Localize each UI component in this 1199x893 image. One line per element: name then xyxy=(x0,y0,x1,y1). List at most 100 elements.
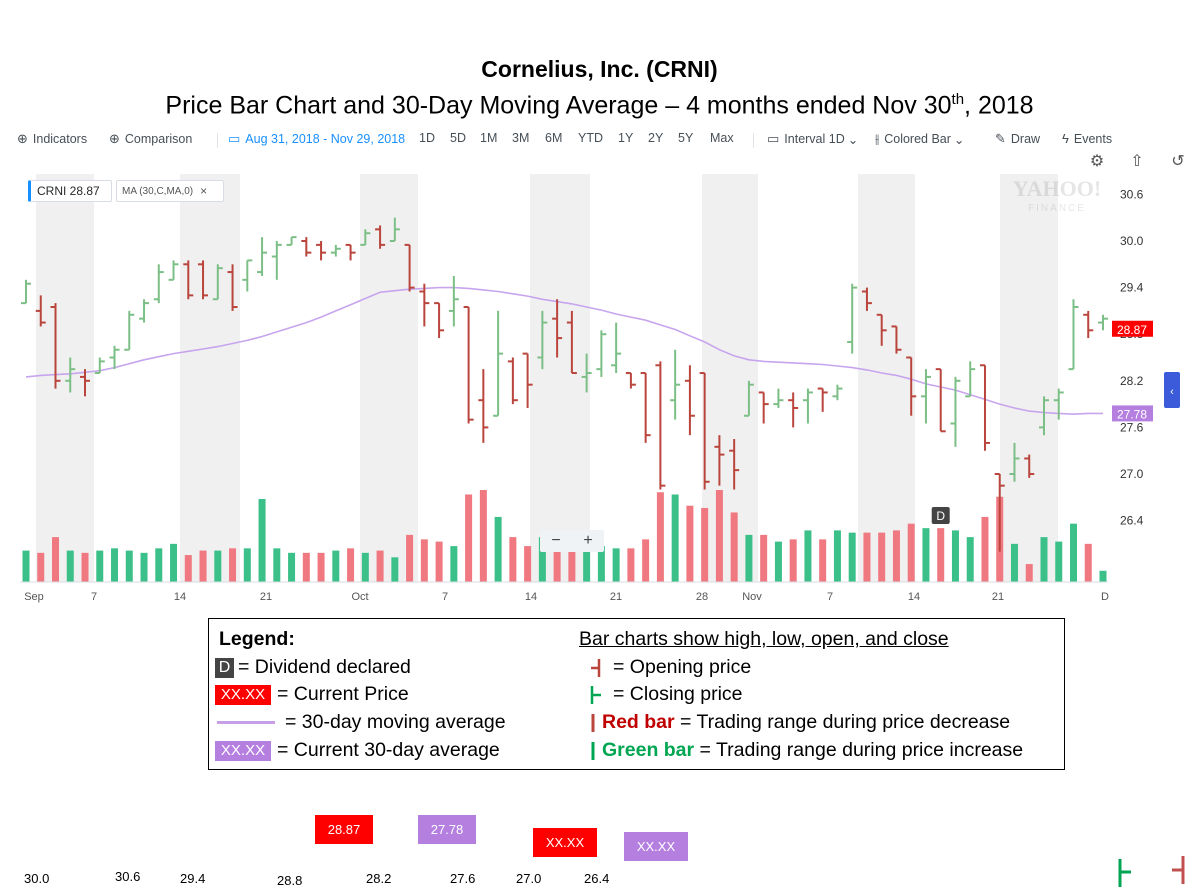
ohlc-bar xyxy=(35,295,46,327)
range-ytd-button[interactable]: YTD xyxy=(578,131,603,145)
current-ma-swatch: XX.XX xyxy=(215,740,271,761)
volume-bars xyxy=(22,490,1107,582)
date-range-button[interactable]: ▭ Aug 31, 2018 - Nov 29, 2018 xyxy=(228,131,405,147)
ohlc-bar xyxy=(124,310,135,351)
range-6m-button[interactable]: 6M xyxy=(545,131,563,145)
share-icon[interactable]: ⇧ xyxy=(1130,153,1143,170)
ohlc-bar xyxy=(153,264,164,304)
current-price-label: 28.87 xyxy=(1117,323,1147,337)
legend-bars-heading: Bar charts show high, low, open, and clo… xyxy=(579,628,949,650)
dividend-marker-icon: D xyxy=(215,657,234,678)
x-tick-label: D xyxy=(1101,591,1109,603)
ohlc-bar xyxy=(434,302,445,339)
tick-value-sample: 30.0 xyxy=(24,871,50,886)
subtitle-superscript: th xyxy=(951,91,965,108)
volume-bar xyxy=(937,528,945,582)
toolbar-divider xyxy=(753,133,754,148)
x-tick-label: 7 xyxy=(442,591,448,603)
ohlc-bars: D xyxy=(21,217,1108,552)
volume-bar xyxy=(465,494,473,582)
close-icon[interactable]: × xyxy=(200,184,208,198)
volume-bar xyxy=(317,552,325,582)
interval-button[interactable]: ▭ Interval 1D ⌄ xyxy=(767,131,858,147)
ohlc-bar xyxy=(802,388,813,424)
comparison-label: Comparison xyxy=(124,132,193,146)
ohlc-bar xyxy=(448,275,459,327)
draw-button[interactable]: ✎ Draw xyxy=(995,131,1040,147)
x-tick-label: 7 xyxy=(91,591,97,603)
ohlc-bar xyxy=(847,283,858,354)
ohlc-bar xyxy=(1068,299,1079,371)
week-band xyxy=(180,174,240,582)
range-1d-button[interactable]: 1D xyxy=(419,131,435,145)
ohlc-bar xyxy=(404,243,415,292)
range-3m-button[interactable]: 3M xyxy=(512,131,530,145)
volume-bar xyxy=(361,552,369,582)
chart-subtitle: Price Bar Chart and 30-Day Moving Averag… xyxy=(0,91,1199,120)
price-tags: 28.87 27.78 xyxy=(1112,320,1153,422)
chart-type-button[interactable]: ⫲ Colored Bar ⌄ xyxy=(875,131,964,147)
ma-chip[interactable]: MA (30,C,MA,0) × xyxy=(116,180,224,202)
lightning-icon: ϟ xyxy=(1062,131,1069,146)
ohlc-bar xyxy=(168,260,179,281)
volume-bar xyxy=(435,541,443,582)
events-button[interactable]: ϟ Events xyxy=(1062,131,1112,146)
yahoo-finance-watermark: YAHOO! FINANCE xyxy=(1013,176,1101,214)
current-price-tag xyxy=(1112,320,1153,337)
volume-bar xyxy=(52,537,60,582)
zoom-control: − + xyxy=(540,530,604,552)
range-5y-button[interactable]: 5Y xyxy=(678,131,694,145)
y-tick-label: 30.0 xyxy=(1120,234,1144,248)
indicators-label: Indicators xyxy=(32,132,88,146)
ohlc-bar xyxy=(478,369,489,443)
interval-icon: ▭ xyxy=(767,131,780,146)
volume-bar xyxy=(258,498,266,582)
volume-bar xyxy=(878,532,886,582)
volume-bar xyxy=(819,539,827,582)
comparison-button[interactable]: ⊕ Comparison xyxy=(109,131,192,147)
zoom-in-button[interactable]: + xyxy=(583,532,593,549)
ma-tag-sample: 27.78 xyxy=(418,815,476,844)
y-tick-label: 28.2 xyxy=(1120,374,1144,388)
ohlc-bar xyxy=(286,236,297,246)
range-1y-button[interactable]: 1Y xyxy=(618,131,634,145)
range-2y-button[interactable]: 2Y xyxy=(648,131,664,145)
tick-value-sample: 27.6 xyxy=(450,871,476,886)
volume-bar xyxy=(524,546,532,582)
settings-icon[interactable]: ⚙ xyxy=(1090,153,1104,170)
indicators-button[interactable]: ⊕ Indicators xyxy=(17,131,87,147)
volume-bar xyxy=(642,539,650,582)
ohlc-bar xyxy=(1098,314,1108,331)
ohlc-bar xyxy=(80,369,91,397)
ohlc-bar xyxy=(552,299,563,358)
x-tick-label: 21 xyxy=(610,591,622,603)
tick-value-sample: 30.6 xyxy=(115,869,141,884)
ohlc-bar xyxy=(1083,310,1094,339)
volume-bar xyxy=(81,552,89,582)
volume-bar xyxy=(627,548,635,582)
range-max-button[interactable]: Max xyxy=(710,131,734,145)
collapse-handle[interactable] xyxy=(1164,372,1180,408)
y-tick-label: 27.6 xyxy=(1120,420,1144,434)
volume-bar xyxy=(406,534,414,582)
ohlc-bar xyxy=(183,260,194,300)
watermark-text: YAHOO! xyxy=(1013,176,1101,201)
symbol-chip[interactable]: CRNI 28.87 xyxy=(28,180,112,202)
volume-bar xyxy=(730,512,738,582)
volume-bar xyxy=(125,550,133,582)
range-5d-button[interactable]: 5D xyxy=(450,131,466,145)
range-1m-button[interactable]: 1M xyxy=(480,131,498,145)
subtitle-text: Price Bar Chart and 30-Day Moving Averag… xyxy=(165,91,952,120)
ohlc-bar xyxy=(743,380,754,417)
moving-average-line xyxy=(25,286,1103,416)
ohlc-bar xyxy=(212,264,223,301)
legend-green-bar: Green bar = Trading range during price i… xyxy=(589,739,1023,762)
x-tick-label: 14 xyxy=(525,591,537,603)
ohlc-bar xyxy=(699,372,710,490)
volume-bar xyxy=(229,548,237,582)
reset-icon[interactable]: ↺ xyxy=(1171,153,1184,170)
chart-type-label: Colored Bar xyxy=(884,132,951,146)
volume-bar xyxy=(509,537,517,582)
zoom-out-button[interactable]: − xyxy=(551,532,561,549)
